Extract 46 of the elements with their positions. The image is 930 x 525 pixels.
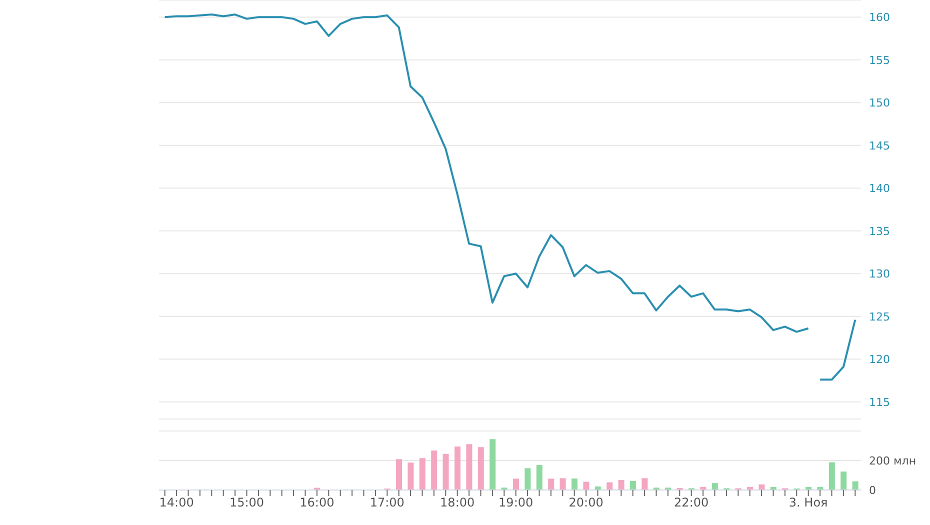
bar [419, 458, 426, 490]
line-series [164, 14, 810, 333]
bar [548, 478, 554, 490]
x-tick-label: 3. Ноя [788, 496, 828, 510]
y-tick-label: 135 [869, 224, 890, 238]
bar [454, 446, 460, 490]
bar [828, 462, 835, 490]
y-tick-label: 145 [869, 139, 890, 152]
y-tick-label: 130 [869, 268, 890, 281]
y-tick-label: 120 [869, 353, 890, 366]
y-tick-label: 0 [869, 484, 876, 497]
y-tick-label: 115 [869, 396, 890, 409]
bar [524, 468, 531, 490]
y-tick-label: 125 [869, 310, 890, 324]
bar [560, 478, 566, 490]
x-tick-label: 15:00 [229, 496, 264, 510]
bar [513, 478, 519, 490]
x-tick-label: 14:00 [159, 496, 194, 510]
y-tick-label: 150 [869, 96, 890, 110]
bar [572, 478, 578, 490]
x-tick-label: 19:00 [498, 496, 534, 510]
y-tick-label: 155 [869, 54, 890, 67]
x-tick-label: 20:00 [568, 496, 604, 510]
x-tick-label: 17:00 [370, 496, 404, 510]
bar [490, 439, 496, 490]
y-tick-label: 200 млн [869, 454, 916, 468]
bar [606, 482, 613, 490]
y-tick-label: 160 [869, 11, 890, 24]
bar [618, 480, 624, 490]
bar [478, 447, 484, 490]
bar [583, 482, 590, 490]
bar [642, 478, 648, 490]
bar [408, 462, 414, 490]
bar [840, 472, 847, 490]
x-tick-label: 18:00 [440, 496, 475, 510]
bar [431, 450, 438, 490]
bar [712, 483, 718, 490]
bar [466, 444, 472, 490]
x-tick-label: 22:00 [674, 496, 709, 510]
bar [442, 454, 449, 490]
bar [852, 481, 858, 490]
bar [630, 481, 636, 490]
x-tick-label: 16:00 [300, 496, 334, 510]
bar [396, 459, 402, 490]
bar [536, 464, 542, 490]
y-tick-label: 140 [869, 182, 890, 196]
